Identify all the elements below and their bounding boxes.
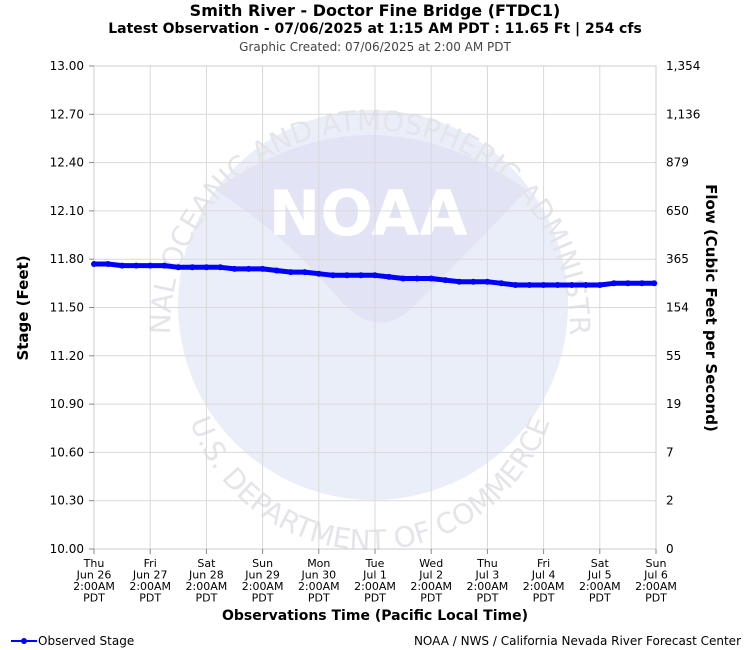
y2-tick-label: 1,136 — [666, 107, 700, 121]
data-point — [245, 265, 252, 272]
data-point — [287, 269, 294, 276]
legend-label: Observed Stage — [38, 634, 135, 648]
x-tick-label: Mon Jun 30 2:00AM PDT — [298, 557, 340, 605]
data-point — [638, 280, 645, 287]
watermark-logo-text: NOAA — [269, 177, 468, 250]
y-tick-label: 12.70 — [50, 107, 84, 121]
data-point — [315, 270, 322, 277]
data-point — [175, 264, 182, 271]
data-point — [189, 264, 196, 271]
data-point — [568, 282, 575, 288]
data-point — [414, 275, 421, 282]
grid-lines — [93, 65, 657, 550]
y2-tick-label: 0 — [666, 542, 674, 556]
data-point — [301, 269, 308, 276]
y2-tick-label: 7 — [666, 445, 674, 459]
data-point — [428, 275, 435, 282]
y-tick-label: 11.80 — [50, 252, 84, 266]
data-point — [91, 261, 97, 267]
legend-line-icon — [11, 638, 37, 644]
x-axis-label: Observations Time (Pacific Local Time) — [222, 608, 528, 624]
data-point — [372, 272, 378, 279]
graphic-created: Graphic Created: 07/06/2025 at 2:00 AM P… — [239, 40, 511, 54]
data-point — [231, 265, 238, 272]
data-point — [610, 280, 617, 287]
data-point — [456, 278, 463, 285]
data-point — [498, 280, 505, 287]
x-tick-label: Tue Jul 1 2:00AM PDT — [354, 557, 396, 605]
data-point — [273, 267, 280, 274]
data-point — [470, 278, 477, 285]
noaa-watermark-logo: NOAA NATIONAL OCEANIC AND ATMOSPHERIC AD… — [0, 0, 596, 557]
y2-tick-label: 1,354 — [666, 59, 700, 73]
data-point — [484, 278, 491, 285]
y2-axis-ticks: 1,354 1,136 879 650 365 154 55 19 7 2 0 — [666, 59, 700, 556]
data-point — [651, 280, 658, 287]
data-point — [105, 261, 111, 267]
y-tick-label: 10.60 — [50, 445, 84, 459]
x-axis-ticks: Thu Jun 26 2:00AM PDT Fri Jun 27 2:00AM PDT Sat J… — [73, 549, 677, 605]
y2-tick-label: 55 — [666, 349, 681, 363]
x-tick-label: Sun Jul 6 2:00AM PDT — [635, 557, 677, 605]
y-tick-label: 11.20 — [50, 349, 84, 363]
y-tick-label: 10.90 — [50, 397, 84, 411]
data-point — [386, 273, 393, 280]
y2-tick-label: 365 — [666, 252, 689, 266]
data-point — [203, 264, 210, 271]
data-point — [400, 275, 407, 282]
latest-observation: Latest Observation - 07/06/2025 at 1:15 … — [108, 21, 642, 37]
y-axis-ticks: 13.00 12.70 12.40 12.10 11.80 11.50 11.20 10.90… — [50, 59, 94, 556]
y-tick-label: 13.00 — [50, 59, 84, 73]
x-tick-label: Fri Jun 27 2:00AM PDT — [129, 557, 171, 605]
y-tick-label: 12.10 — [50, 204, 84, 218]
data-point — [526, 282, 533, 288]
data-point — [133, 262, 140, 269]
legend: Observed Stage — [10, 634, 134, 648]
y-tick-label: 11.50 — [50, 301, 84, 315]
data-point — [259, 265, 266, 272]
y-tick-label: 10.30 — [50, 494, 84, 508]
data-point — [357, 272, 364, 279]
y2-tick-label: 154 — [666, 301, 689, 315]
data-point — [119, 262, 126, 269]
data-point — [624, 280, 631, 287]
x-tick-label: Sun Jun 29 2:00AM PDT — [242, 557, 284, 605]
series-group — [91, 261, 658, 288]
y-axis-label: Stage (Feet) — [14, 255, 32, 360]
y2-axis-label: Flow (Cubic Feet per Second) — [702, 184, 720, 432]
data-point — [596, 282, 603, 288]
data-point — [217, 264, 224, 271]
x-tick-label: Fri Jul 4 2:00AM PDT — [523, 557, 565, 605]
y2-tick-label: 879 — [666, 156, 689, 170]
x-tick-label: Thu Jun 26 2:00AM PDT — [73, 557, 115, 605]
data-point — [540, 282, 547, 288]
data-point — [554, 282, 561, 288]
data-point — [343, 272, 350, 279]
y-tick-label: 12.40 — [50, 156, 84, 170]
data-point — [442, 277, 449, 284]
data-point — [512, 282, 519, 288]
x-tick-label: Thu Jul 3 2:00AM PDT — [467, 557, 509, 605]
y2-tick-label: 650 — [666, 204, 689, 218]
y2-tick-label: 19 — [666, 397, 681, 411]
x-tick-label: Sat Jun 28 2:00AM PDT — [186, 557, 228, 605]
data-point — [582, 282, 589, 288]
x-tick-label: Sat Jul 5 2:00AM PDT — [579, 557, 621, 605]
y-tick-label: 10.00 — [50, 542, 84, 556]
x-tick-label: Wed Jul 2 2:00AM PDT — [410, 557, 452, 605]
data-point — [161, 262, 168, 269]
credit-text: NOAA / NWS / California Nevada River For… — [413, 634, 741, 648]
data-point — [329, 272, 336, 279]
chart-title: Smith River - Doctor Fine Bridge (FTDC1) — [189, 1, 561, 20]
y2-tick-label: 2 — [666, 494, 674, 508]
data-point — [147, 262, 154, 269]
